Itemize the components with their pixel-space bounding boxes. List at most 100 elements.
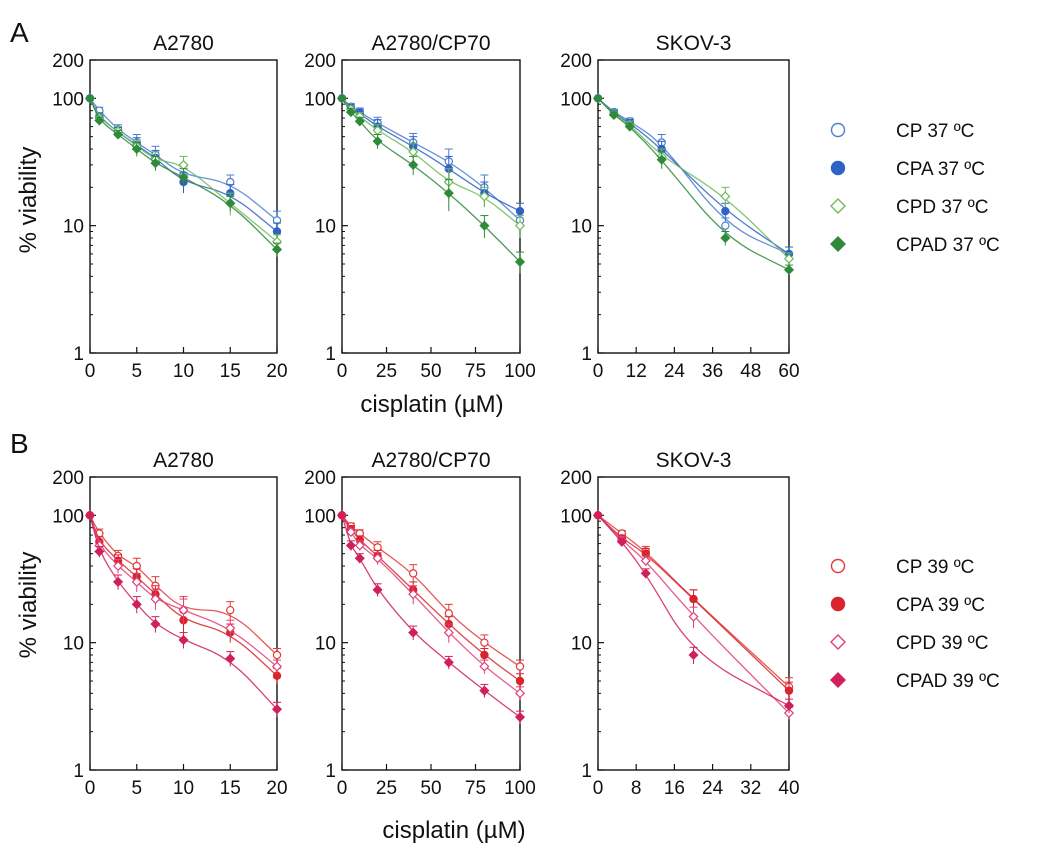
data-point: [226, 605, 235, 615]
series-line: [597, 97, 790, 271]
data-point: [271, 704, 283, 715]
series-4: [592, 93, 795, 275]
plot-frame: [341, 476, 521, 771]
data-point: [783, 700, 795, 711]
data-point: [345, 107, 356, 118]
plot-frame: [597, 476, 790, 771]
plot-frame: [89, 59, 278, 354]
plot-frame: [341, 59, 521, 354]
data-point: [345, 526, 356, 538]
data-point: [225, 623, 236, 634]
x-tick-label: 0: [337, 361, 348, 382]
data-point: [408, 159, 419, 170]
series-line: [341, 97, 521, 227]
y-tick-label: 10: [315, 634, 336, 655]
data-point: [372, 553, 383, 564]
x-tick-label: 50: [420, 361, 441, 382]
series-3: [84, 510, 283, 674]
series-line: [341, 515, 521, 718]
data-point: [354, 540, 365, 551]
x-axis-label-a: cisplatin (µM): [360, 391, 503, 418]
x-axis-label-b: cisplatin (µM): [382, 817, 525, 844]
series-line: [341, 97, 521, 263]
chart-title: SKOV-3: [656, 32, 732, 55]
chart-title: A2780/CP70: [371, 449, 490, 472]
legend-entry: CPAD 37 ºC: [830, 235, 1000, 256]
chart-2: A2780/CP70 1 10 100 200 0 25 50 75 100: [304, 32, 536, 382]
legend-marker: [830, 236, 846, 252]
plot-frame: [597, 59, 790, 354]
data-point: [592, 510, 604, 521]
y-tick-label: 10: [315, 217, 336, 238]
series-4: [336, 93, 526, 274]
y-tick-label: 1: [325, 344, 336, 365]
legend-b: CP 39 ºC CPA 39 ºC CPD 39 ºC CPAD 39 ºC: [830, 557, 1000, 692]
chart-title: A2780: [153, 32, 214, 55]
legend-marker: [830, 672, 846, 688]
y-tick-label: 10: [571, 634, 592, 655]
data-point: [373, 543, 382, 552]
data-point: [479, 661, 490, 672]
x-tick-label: 50: [420, 778, 441, 799]
x-tick-label: 32: [740, 778, 761, 799]
legend-entry: CPD 37 ºC: [830, 197, 988, 218]
x-tick-label: 0: [593, 778, 604, 799]
series-3: [336, 510, 526, 701]
series-line: [341, 97, 521, 221]
chart-title: SKOV-3: [656, 449, 732, 472]
data-point: [225, 198, 236, 209]
legend-a: CP 37 ºC CPA 37 ºC CPD 37 ºC CPAD 37 ºC: [830, 121, 1000, 256]
x-tick-label: 12: [626, 361, 647, 382]
chart-1: A2780 1 10 100 200 0 5 10 15 20: [52, 32, 287, 382]
legend-entry: CPA 39 ºC: [830, 595, 985, 616]
legend-marker: [830, 160, 846, 176]
data-point: [784, 686, 794, 695]
data-point: [354, 553, 365, 564]
data-point: [479, 220, 490, 231]
data-point: [178, 634, 189, 646]
legend-marker: [830, 634, 846, 650]
data-point: [409, 569, 418, 578]
chart-4: A2780 1 10 100 200 0 5 10 15 20: [52, 449, 287, 799]
data-point: [131, 576, 142, 587]
data-point: [624, 121, 635, 132]
legend-label: CPA 39 ºC: [896, 595, 985, 616]
data-point: [688, 649, 699, 661]
data-point: [514, 256, 526, 267]
panel-b-label: B: [10, 428, 29, 459]
data-point: [515, 662, 525, 671]
data-point: [514, 712, 526, 723]
data-point: [131, 599, 142, 610]
x-tick-label: 24: [664, 361, 686, 382]
series-line: [341, 515, 521, 694]
data-point: [345, 540, 356, 551]
data-point: [443, 627, 454, 638]
data-point: [443, 657, 454, 668]
panel-a-label: A: [10, 17, 29, 48]
legend-marker: [830, 122, 846, 138]
x-tick-label: 20: [266, 361, 287, 382]
data-point: [408, 589, 419, 600]
data-point: [720, 232, 731, 244]
data-point: [408, 627, 419, 638]
data-point: [272, 227, 282, 236]
x-tick-label: 15: [220, 778, 241, 799]
data-point: [84, 93, 96, 104]
legend-label: CP 37 ºC: [896, 121, 974, 142]
series-line: [597, 514, 790, 707]
data-point: [372, 584, 383, 595]
series-line: [341, 514, 521, 682]
legend-marker: [830, 558, 846, 574]
legend-entry: CP 39 ºC: [830, 557, 974, 578]
data-point: [515, 206, 525, 216]
y-tick-label: 1: [581, 344, 592, 365]
x-tick-label: 10: [173, 361, 194, 382]
chart-6: SKOV-3 1 10 100 200 0 8 16 24 32 40: [560, 449, 799, 799]
data-point: [515, 676, 525, 686]
chart-title: A2780/CP70: [371, 32, 490, 55]
x-tick-label: 0: [593, 361, 604, 382]
y-tick-label: 10: [63, 634, 84, 655]
data-point: [783, 253, 795, 264]
data-point: [592, 93, 604, 104]
